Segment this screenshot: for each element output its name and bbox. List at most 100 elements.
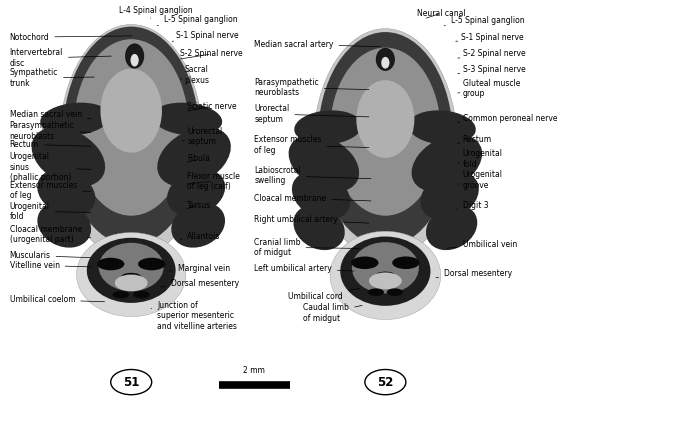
Ellipse shape — [115, 275, 147, 291]
Ellipse shape — [387, 288, 403, 296]
Ellipse shape — [376, 48, 395, 71]
Text: Median sacral artery: Median sacral artery — [255, 40, 380, 49]
Ellipse shape — [330, 48, 440, 216]
Text: Urogenital
sinus
(phallic portion): Urogenital sinus (phallic portion) — [10, 152, 91, 182]
Ellipse shape — [37, 169, 95, 216]
Ellipse shape — [74, 39, 189, 216]
Text: Intervertebral
disc: Intervertebral disc — [10, 48, 111, 68]
Circle shape — [110, 370, 152, 395]
Text: S-2 Spinal nerve: S-2 Spinal nerve — [180, 49, 243, 59]
Text: Junction of
superior mesenteric
and vitelline arteries: Junction of superior mesenteric and vite… — [151, 301, 237, 331]
Text: Urorectal
septum: Urorectal septum — [255, 104, 369, 124]
Circle shape — [365, 370, 406, 395]
Text: Sympathetic
trunk: Sympathetic trunk — [10, 68, 94, 88]
Ellipse shape — [381, 57, 390, 69]
Text: Median sacral vein: Median sacral vein — [10, 110, 91, 119]
Ellipse shape — [87, 238, 176, 303]
Text: Rectum: Rectum — [10, 140, 91, 149]
Ellipse shape — [113, 291, 129, 299]
Ellipse shape — [294, 205, 345, 250]
Ellipse shape — [77, 233, 186, 316]
Text: S-3 Spinal nerve: S-3 Spinal nerve — [458, 65, 525, 74]
Ellipse shape — [318, 32, 453, 246]
Ellipse shape — [351, 256, 379, 269]
Ellipse shape — [37, 202, 91, 247]
Ellipse shape — [356, 80, 414, 158]
Ellipse shape — [40, 103, 110, 135]
Ellipse shape — [133, 291, 150, 299]
Ellipse shape — [125, 44, 144, 69]
Text: S-1 Spinal nerve: S-1 Spinal nerve — [456, 33, 523, 41]
Text: Umbilical vein: Umbilical vein — [447, 240, 517, 249]
Ellipse shape — [97, 258, 124, 270]
Text: Umbilical cord: Umbilical cord — [288, 288, 359, 301]
Text: Gluteal muscle
group: Gluteal muscle group — [458, 79, 520, 99]
Text: L-5 Spinal ganglion: L-5 Spinal ganglion — [444, 16, 525, 26]
Text: Right umbilical artery: Right umbilical artery — [255, 215, 369, 225]
Ellipse shape — [100, 69, 162, 153]
Text: Sciatic nerve: Sciatic nerve — [187, 102, 237, 111]
Text: Urogenital
groove: Urogenital groove — [458, 170, 503, 190]
Ellipse shape — [352, 242, 419, 294]
Text: Umbilical coelom: Umbilical coelom — [10, 295, 104, 304]
Text: 51: 51 — [123, 376, 139, 389]
Ellipse shape — [330, 231, 440, 319]
Text: L-5 Spinal ganglion: L-5 Spinal ganglion — [157, 14, 237, 26]
Text: L-4 Spinal ganglion: L-4 Spinal ganglion — [119, 6, 193, 18]
Ellipse shape — [130, 54, 139, 66]
Text: Urogenital
fold: Urogenital fold — [458, 149, 503, 169]
Ellipse shape — [294, 110, 362, 145]
Ellipse shape — [172, 202, 225, 247]
Text: Vitelline vein: Vitelline vein — [10, 261, 91, 270]
Text: Sacral
plexus: Sacral plexus — [180, 65, 209, 85]
Text: Urogenital
fold: Urogenital fold — [10, 202, 91, 221]
Ellipse shape — [99, 243, 164, 291]
Ellipse shape — [421, 171, 479, 220]
Text: Tarsus: Tarsus — [187, 201, 211, 210]
Ellipse shape — [408, 110, 476, 145]
Ellipse shape — [32, 127, 105, 187]
Ellipse shape — [369, 272, 402, 289]
Text: Marginal vein: Marginal vein — [169, 264, 230, 273]
Ellipse shape — [157, 127, 230, 187]
Ellipse shape — [120, 273, 142, 283]
Text: Parasympathetic
neuroblasts: Parasympathetic neuroblasts — [10, 121, 91, 140]
Text: Muscularis: Muscularis — [10, 251, 91, 260]
Text: Dorsal mesentery: Dorsal mesentery — [436, 269, 512, 278]
Text: Parasympathetic
neuroblasts: Parasympathetic neuroblasts — [255, 78, 369, 97]
Text: Urorectal
septum: Urorectal septum — [182, 127, 222, 146]
Text: Allantois: Allantois — [180, 232, 221, 241]
Text: Cloacal membrane
(urogenital part): Cloacal membrane (urogenital part) — [10, 225, 91, 244]
Text: S-2 Spinal nerve: S-2 Spinal nerve — [458, 49, 525, 58]
Ellipse shape — [292, 171, 351, 220]
Ellipse shape — [375, 272, 397, 282]
Ellipse shape — [412, 135, 482, 192]
Text: Caudal limb
of midgut: Caudal limb of midgut — [303, 303, 362, 323]
Ellipse shape — [314, 29, 457, 260]
Text: Rectum: Rectum — [458, 135, 492, 144]
Ellipse shape — [60, 25, 203, 260]
Text: Common peroneal nerve: Common peroneal nerve — [458, 114, 557, 123]
Text: 2 mm: 2 mm — [244, 366, 265, 375]
Ellipse shape — [63, 27, 200, 245]
Text: Flexor muscle
of leg (calf): Flexor muscle of leg (calf) — [187, 172, 240, 191]
Text: Neural canal: Neural canal — [417, 8, 465, 18]
Text: Fibula: Fibula — [187, 154, 210, 163]
Text: Dorsal mesentery: Dorsal mesentery — [160, 279, 239, 288]
Ellipse shape — [167, 169, 225, 216]
Ellipse shape — [426, 205, 477, 250]
Text: Notochord: Notochord — [10, 33, 132, 41]
Text: Digit 3: Digit 3 — [456, 201, 488, 210]
Ellipse shape — [368, 288, 384, 296]
Text: Cloacal membrane: Cloacal membrane — [255, 194, 371, 203]
Text: Extensor muscles
of leg: Extensor muscles of leg — [255, 135, 369, 155]
Text: Extensor muscles
of leg: Extensor muscles of leg — [10, 181, 91, 200]
Ellipse shape — [340, 236, 430, 306]
Text: Left umbilical artery: Left umbilical artery — [255, 264, 354, 273]
Ellipse shape — [392, 256, 420, 269]
Text: Labioscrotal
swelling: Labioscrotal swelling — [255, 166, 371, 185]
Text: Cranial limb
of midgut: Cranial limb of midgut — [255, 238, 359, 257]
Text: S-1 Spinal nerve: S-1 Spinal nerve — [172, 31, 239, 41]
Ellipse shape — [138, 258, 165, 270]
Ellipse shape — [289, 135, 359, 192]
